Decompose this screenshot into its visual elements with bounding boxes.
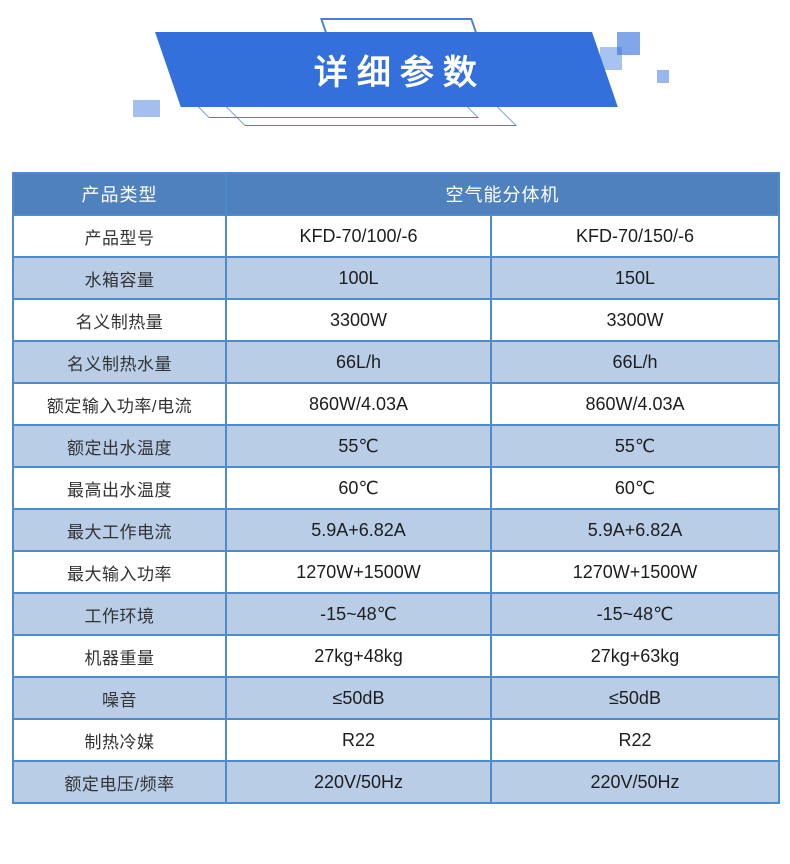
spec-table: 产品类型 空气能分体机 产品型号 KFD-70/100/-6 KFD-70/15… bbox=[12, 172, 780, 804]
row-value-model-1: R22 bbox=[225, 718, 492, 762]
table-row: 噪音 ≤50dB ≤50dB bbox=[12, 676, 780, 720]
row-label: 名义制热量 bbox=[12, 298, 227, 342]
row-label: 最大工作电流 bbox=[12, 508, 227, 552]
row-value-model-1: 3300W bbox=[225, 298, 492, 342]
row-value-model-1: -15~48℃ bbox=[225, 592, 492, 636]
row-value-model-2: 220V/50Hz bbox=[490, 760, 780, 804]
row-label: 噪音 bbox=[12, 676, 227, 720]
row-label: 制热冷媒 bbox=[12, 718, 227, 762]
row-value-model-1: 55℃ bbox=[225, 424, 492, 468]
table-row: 最大输入功率 1270W+1500W 1270W+1500W bbox=[12, 550, 780, 594]
row-value-model-2: 150L bbox=[490, 256, 780, 300]
section-title-banner: 详细参数 bbox=[155, 32, 618, 107]
table-row: 额定电压/频率 220V/50Hz 220V/50Hz bbox=[12, 760, 780, 804]
table-row: 额定输入功率/电流 860W/4.03A 860W/4.03A bbox=[12, 382, 780, 426]
row-value-model-1: 100L bbox=[225, 256, 492, 300]
spec-table-header-row: 产品类型 空气能分体机 bbox=[12, 172, 780, 216]
row-value-model-2: ≤50dB bbox=[490, 676, 780, 720]
section-title: 详细参数 bbox=[313, 54, 486, 92]
row-label: 最大输入功率 bbox=[12, 550, 227, 594]
row-value-model-1: KFD-70/100/-6 bbox=[225, 214, 492, 258]
row-value-model-1: 27kg+48kg bbox=[225, 634, 492, 678]
row-label: 工作环境 bbox=[12, 592, 227, 636]
row-label: 名义制热水量 bbox=[12, 340, 227, 384]
row-value-model-2: 5.9A+6.82A bbox=[490, 508, 780, 552]
row-value-model-1: 5.9A+6.82A bbox=[225, 508, 492, 552]
row-value-model-1: 220V/50Hz bbox=[225, 760, 492, 804]
table-row: 工作环境 -15~48℃ -15~48℃ bbox=[12, 592, 780, 636]
decor-square-left bbox=[133, 100, 160, 117]
hero-banner-area: 详细参数 bbox=[0, 0, 790, 150]
table-row: 机器重量 27kg+48kg 27kg+63kg bbox=[12, 634, 780, 678]
header-cell-category: 空气能分体机 bbox=[225, 172, 780, 216]
row-value-model-2: 1270W+1500W bbox=[490, 550, 780, 594]
row-label: 额定输入功率/电流 bbox=[12, 382, 227, 426]
row-label: 最高出水温度 bbox=[12, 466, 227, 510]
table-row: 制热冷媒 R22 R22 bbox=[12, 718, 780, 762]
row-value-model-2: 3300W bbox=[490, 298, 780, 342]
decor-square-right-2 bbox=[600, 47, 622, 70]
table-row: 最高出水温度 60℃ 60℃ bbox=[12, 466, 780, 510]
row-label: 额定电压/频率 bbox=[12, 760, 227, 804]
row-value-model-2: R22 bbox=[490, 718, 780, 762]
row-label: 水箱容量 bbox=[12, 256, 227, 300]
header-cell-product-type: 产品类型 bbox=[12, 172, 227, 216]
row-value-model-2: 60℃ bbox=[490, 466, 780, 510]
decor-square-right-3 bbox=[657, 70, 669, 83]
row-value-model-2: 66L/h bbox=[490, 340, 780, 384]
row-value-model-1: 60℃ bbox=[225, 466, 492, 510]
row-value-model-1: 860W/4.03A bbox=[225, 382, 492, 426]
table-row: 额定出水温度 55℃ 55℃ bbox=[12, 424, 780, 468]
table-row: 名义制热量 3300W 3300W bbox=[12, 298, 780, 342]
row-value-model-1: ≤50dB bbox=[225, 676, 492, 720]
decor-square-right-1 bbox=[617, 32, 640, 55]
row-value-model-2: KFD-70/150/-6 bbox=[490, 214, 780, 258]
row-label: 机器重量 bbox=[12, 634, 227, 678]
row-value-model-2: -15~48℃ bbox=[490, 592, 780, 636]
row-value-model-2: 55℃ bbox=[490, 424, 780, 468]
row-value-model-1: 1270W+1500W bbox=[225, 550, 492, 594]
row-label: 额定出水温度 bbox=[12, 424, 227, 468]
table-row: 产品型号 KFD-70/100/-6 KFD-70/150/-6 bbox=[12, 214, 780, 258]
row-value-model-2: 860W/4.03A bbox=[490, 382, 780, 426]
table-row: 名义制热水量 66L/h 66L/h bbox=[12, 340, 780, 384]
row-value-model-2: 27kg+63kg bbox=[490, 634, 780, 678]
table-row: 最大工作电流 5.9A+6.82A 5.9A+6.82A bbox=[12, 508, 780, 552]
row-label: 产品型号 bbox=[12, 214, 227, 258]
row-value-model-1: 66L/h bbox=[225, 340, 492, 384]
table-row: 水箱容量 100L 150L bbox=[12, 256, 780, 300]
